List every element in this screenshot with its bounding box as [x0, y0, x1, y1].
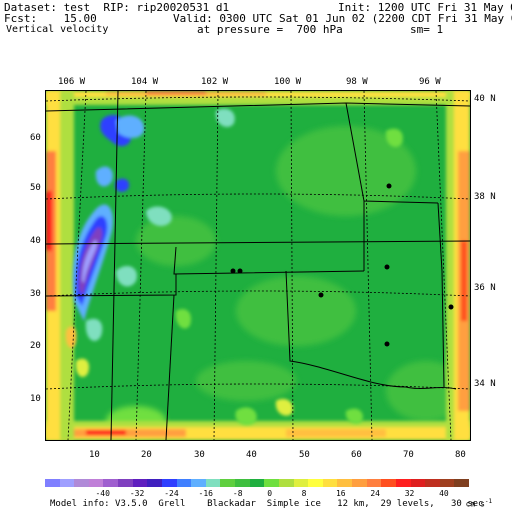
city-marker [384, 341, 390, 347]
legend-color-cell [410, 479, 426, 487]
legend-color-cell [235, 479, 251, 487]
y-tick-40: 40 [30, 236, 41, 246]
legend-tick-label: 0 [267, 489, 273, 498]
x-tick-10: 10 [89, 450, 100, 460]
legend-units: cm s-1 [456, 490, 493, 509]
lon-label-96w: 96 W [419, 77, 441, 87]
legend-tick-label: 16 [335, 489, 346, 498]
y-tick-50: 50 [30, 183, 41, 193]
header-line-3-left: Vertical velocity [6, 24, 109, 35]
x-tick-60: 60 [351, 450, 362, 460]
legend-color-cell [395, 479, 411, 487]
legend-color-cell [191, 479, 207, 487]
lat-lon-grid [46, 91, 470, 440]
header-line-3-right: at pressure = 700 hPa [197, 23, 343, 36]
legend-color-cell [278, 479, 295, 487]
lat-label-38n: 38 N [474, 192, 496, 202]
legend-color-cell [74, 479, 90, 487]
legend-color-cell [147, 479, 163, 487]
legend-color-cell [308, 479, 324, 487]
bottom-edge-band [46, 421, 470, 440]
city-marker [384, 264, 390, 270]
legend-color-cell [264, 479, 280, 487]
lat-label-36n: 36 N [474, 283, 496, 293]
legend-units-exponent: -1 [484, 498, 493, 505]
x-tick-40: 40 [246, 450, 257, 460]
legend-color-cell [220, 479, 236, 487]
model-info: Model info: V3.5.0 Grell Blackadar Simpl… [50, 499, 484, 509]
y-tick-30: 30 [30, 289, 41, 299]
legend-tick-label: -16 [198, 489, 213, 498]
state-boundaries [46, 91, 470, 440]
left-edge-band [46, 91, 74, 440]
legend-color-cell [88, 479, 104, 487]
map-field-svg [46, 91, 470, 440]
city-marker [386, 183, 392, 189]
lat-label-34n: 34 N [474, 379, 496, 389]
mountain-updraft-band [65, 108, 403, 426]
legend-color-cell [352, 479, 368, 487]
legend-tick-label: 32 [404, 489, 415, 498]
city-marker [237, 268, 243, 274]
legend-units-text: cm s [465, 499, 485, 509]
header-line-1-right: Init: 1200 UTC Fri 31 May 02 [338, 1, 512, 14]
legend-tick-label: -8 [232, 489, 243, 498]
legend-tick-label: -32 [129, 489, 145, 498]
legend-color-cell [454, 479, 470, 487]
legend-color-cell [205, 479, 221, 487]
right-edge-band [446, 91, 470, 440]
legend-color-cell [103, 479, 119, 487]
lon-label-102w: 102 W [201, 77, 229, 87]
x-tick-20: 20 [141, 450, 152, 460]
header-line-1-left: Dataset: test RIP: rip20020531 d1 [4, 1, 230, 14]
legend-color-cell [249, 479, 265, 487]
legend-color-cell [132, 479, 148, 487]
lon-label-106w: 106 W [58, 77, 86, 87]
x-tick-80: 80 [455, 450, 466, 460]
x-tick-50: 50 [299, 450, 310, 460]
city-marker [230, 268, 236, 274]
header-line-2-left: Fcst: 15.00 [4, 12, 97, 25]
x-tick-70: 70 [403, 450, 414, 460]
lon-label-98w: 98 W [346, 77, 368, 87]
legend-color-cell [118, 479, 134, 487]
legend-color-cell [381, 479, 397, 487]
lon-label-104w: 104 W [131, 77, 159, 87]
top-edge-band [46, 91, 470, 105]
legend-color-cell [366, 479, 382, 487]
legend-color-cell [425, 479, 441, 487]
x-tick-30: 30 [194, 450, 205, 460]
legend-color-cell [59, 479, 75, 487]
city-markers [230, 183, 454, 347]
lon-label-100w: 100 W [274, 77, 302, 87]
legend-color-cell [161, 479, 178, 487]
legend-tick-label: 40 [439, 489, 449, 498]
legend-color-cell [176, 479, 192, 487]
legend-color-cell [322, 479, 338, 487]
header-line-3-sm: sm= 1 [410, 23, 444, 36]
legend-color-cell [337, 479, 353, 487]
legend-color-cell [45, 479, 61, 487]
legend-tick-label: 8 [301, 489, 307, 498]
legend-color-cell [293, 479, 309, 487]
y-tick-60: 60 [30, 133, 41, 143]
legend-tick-label: 24 [370, 489, 380, 498]
legend-tick-label: -24 [164, 489, 179, 498]
lat-label-40n: 40 N [474, 94, 496, 104]
y-tick-20: 20 [30, 341, 41, 351]
legend-color-cell [439, 479, 455, 487]
header-line-2-right: Valid: 0300 UTC Sat 01 Jun 02 (2200 CDT … [173, 12, 512, 25]
city-marker [318, 292, 324, 298]
city-marker [448, 304, 454, 310]
y-tick-10: 10 [30, 394, 41, 404]
color-legend-bar [45, 479, 470, 487]
vertical-velocity-map [45, 90, 471, 441]
legend-tick-label: -40 [95, 489, 110, 498]
